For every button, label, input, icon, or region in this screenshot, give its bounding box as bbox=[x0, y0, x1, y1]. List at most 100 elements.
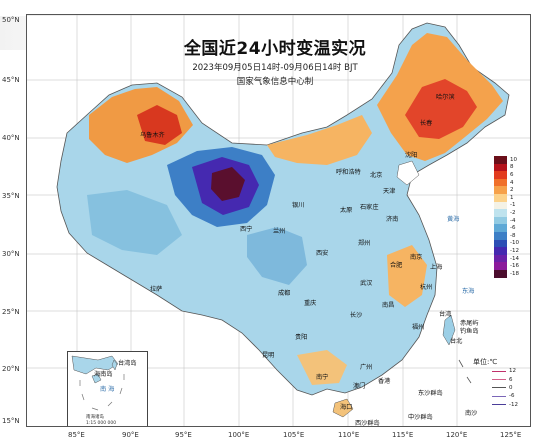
lat-tick: 20°N bbox=[2, 365, 20, 373]
city-label: 长沙 bbox=[350, 312, 363, 319]
city-label: 海口 bbox=[340, 404, 353, 411]
isoline-label: 6 bbox=[509, 376, 513, 383]
legend-bin: 10 bbox=[494, 156, 519, 164]
title-block: 全国近24小时变温实况 2023年09月05日14时-09月06日14时 BJT… bbox=[160, 34, 390, 87]
warm-zone-central bbox=[267, 115, 372, 165]
legend-bin: 4 bbox=[494, 178, 519, 187]
legend-label: -2 bbox=[510, 209, 516, 216]
lat-tick: 40°N bbox=[2, 134, 20, 142]
legend-label: -10 bbox=[510, 240, 519, 247]
taiwan-island bbox=[442, 314, 456, 346]
lon-tick: 100°E bbox=[228, 431, 250, 439]
map-subtitle: 2023年09月05日14时-09月06日14时 BJT bbox=[192, 63, 358, 73]
inset-label-hainan: 海南岛 bbox=[94, 371, 113, 378]
city-label: 澳门 bbox=[353, 383, 366, 390]
legend-bin: 8 bbox=[494, 163, 519, 172]
city-label: 南京 bbox=[410, 254, 423, 261]
inset-label-taiwan: 台湾岛 bbox=[118, 360, 137, 367]
warm-core-northeast bbox=[405, 79, 477, 139]
city-label: 呼和浩特 bbox=[336, 169, 361, 176]
lon-tick: 85°E bbox=[68, 431, 85, 439]
city-label: 天津 bbox=[383, 188, 396, 195]
cold-core-qinghai bbox=[211, 167, 245, 201]
inset-caption-name: 南海诸岛 bbox=[86, 415, 104, 420]
legend-bin: -10 bbox=[494, 239, 519, 248]
city-label: 广州 bbox=[360, 364, 373, 371]
legend-swatch bbox=[494, 247, 507, 255]
city-label: 钓鱼岛 bbox=[460, 328, 479, 335]
warm-zone-southeast bbox=[387, 245, 427, 307]
legend-label: -1 bbox=[510, 202, 516, 209]
inset-label-sea: 南 海 bbox=[100, 386, 115, 393]
legend-bin: -8 bbox=[494, 231, 519, 240]
city-label: 上海 bbox=[430, 264, 443, 271]
hainan-island bbox=[332, 398, 354, 418]
city-label: 兰州 bbox=[273, 228, 286, 235]
bohai-sea bbox=[396, 160, 420, 186]
legend-bin: 6 bbox=[494, 171, 519, 179]
city-label: 北京 bbox=[370, 172, 383, 179]
lon-tick: 90°E bbox=[122, 431, 139, 439]
map-frame: 台湾岛 海南岛 南 海 南海诸岛 1:15 000 000 bbox=[26, 14, 531, 427]
legend-label: -18 bbox=[510, 270, 519, 277]
city-label: 贵阳 bbox=[295, 334, 308, 341]
isoline-item: 6 bbox=[492, 375, 518, 383]
legend-label: 6 bbox=[510, 171, 514, 178]
city-label: 福州 bbox=[412, 324, 425, 331]
legend-label: 1 bbox=[510, 194, 514, 201]
city-label: 重庆 bbox=[304, 300, 317, 307]
legend-swatch bbox=[494, 201, 507, 210]
legend-label: 2 bbox=[510, 187, 514, 194]
warm-zone-south bbox=[297, 350, 347, 385]
inset-map bbox=[71, 355, 125, 411]
legend-label: -12 bbox=[510, 247, 519, 254]
city-label: 台湾 bbox=[439, 311, 452, 318]
legend-bin: -18 bbox=[494, 269, 519, 278]
legend-bin: -14 bbox=[494, 254, 519, 263]
legend-swatch bbox=[494, 209, 507, 217]
city-label: 西沙群岛 bbox=[355, 420, 380, 427]
isoline-swatch bbox=[492, 379, 506, 381]
inset-caption: 南海诸岛 1:15 000 000 bbox=[86, 415, 116, 426]
warm-core-xinjiang bbox=[137, 105, 182, 145]
city-label: 昆明 bbox=[262, 352, 275, 359]
city-label: 武汉 bbox=[360, 280, 373, 287]
legend-unit: 单位:℃ bbox=[473, 358, 498, 366]
color-legend: 10 8 6 4 2 1 -1 -2 -4 -6 -8 -10 -12 -14 -16 -18 bbox=[494, 156, 519, 278]
city-label: 济南 bbox=[386, 216, 399, 223]
legend-swatch bbox=[494, 239, 507, 248]
isoline-item: 0 bbox=[492, 384, 518, 392]
lat-tick: 25°N bbox=[2, 308, 20, 316]
legend-bin: 1 bbox=[494, 193, 519, 202]
city-label: 郑州 bbox=[358, 240, 371, 247]
city-label: 石家庄 bbox=[360, 204, 379, 211]
lon-tick: 125°E bbox=[500, 431, 522, 439]
sea-label: 东海 bbox=[462, 288, 475, 295]
legend-label: -14 bbox=[510, 255, 519, 262]
city-label: 乌鲁木齐 bbox=[140, 132, 165, 139]
lat-tick: 30°N bbox=[2, 250, 20, 258]
legend-bin: -6 bbox=[494, 224, 519, 232]
isoline-item: -12 bbox=[492, 401, 518, 409]
legend-bin: -4 bbox=[494, 216, 519, 225]
city-label: 南宁 bbox=[316, 374, 329, 381]
legend-label: -4 bbox=[510, 217, 516, 224]
legend-label: -8 bbox=[510, 232, 516, 239]
legend-swatch bbox=[494, 186, 507, 194]
city-label: 西安 bbox=[316, 250, 329, 257]
lat-tick: 45°N bbox=[2, 76, 20, 84]
city-label: 长春 bbox=[420, 120, 433, 127]
legend-swatch bbox=[494, 216, 507, 225]
map-organization: 国家气象信息中心制 bbox=[236, 77, 314, 87]
isoline-label: 0 bbox=[509, 384, 513, 391]
lon-tick: 120°E bbox=[446, 431, 468, 439]
isoline-label: -12 bbox=[509, 401, 518, 408]
city-label: 拉萨 bbox=[150, 286, 163, 293]
isoline-label: -6 bbox=[509, 393, 515, 400]
city-label: 香港 bbox=[378, 378, 391, 385]
legend-bin: -16 bbox=[494, 262, 519, 270]
map-canvas bbox=[27, 15, 530, 426]
lon-tick: 95°E bbox=[175, 431, 192, 439]
legend-bin: -1 bbox=[494, 201, 519, 210]
lon-tick: 110°E bbox=[338, 431, 360, 439]
